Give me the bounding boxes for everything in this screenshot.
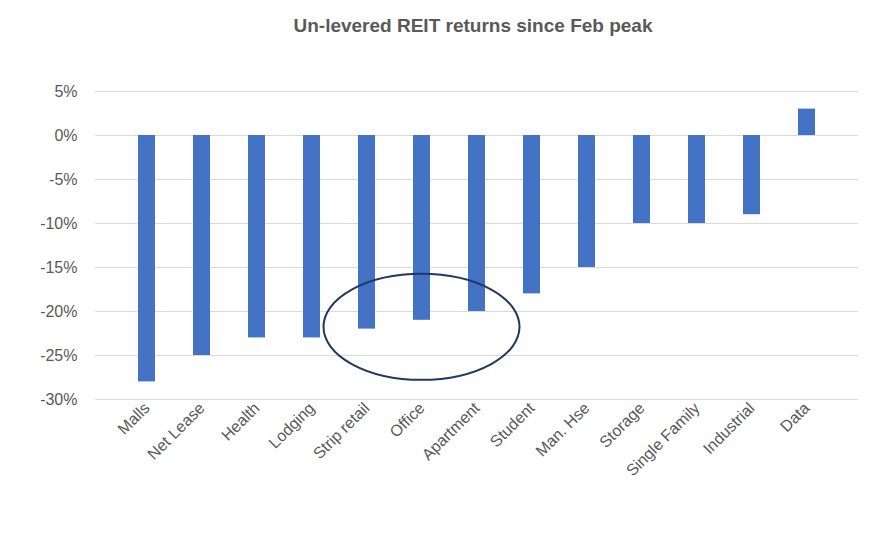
svg-text:-20%: -20% [40, 303, 77, 320]
svg-text:Student: Student [487, 399, 538, 450]
svg-text:Data: Data [777, 399, 813, 435]
svg-text:Man. Hse: Man. Hse [532, 399, 593, 460]
svg-text:5%: 5% [54, 83, 77, 100]
svg-text:-30%: -30% [40, 391, 77, 408]
svg-text:Industrial: Industrial [700, 399, 758, 457]
svg-text:Lodging: Lodging [265, 399, 317, 451]
svg-text:Health: Health [218, 399, 263, 444]
svg-text:-10%: -10% [40, 215, 77, 232]
svg-text:Malls: Malls [114, 399, 152, 437]
svg-text:Net Lease: Net Lease [144, 399, 208, 463]
svg-text:Strip retail: Strip retail [310, 399, 373, 462]
svg-text:Single Family: Single Family [623, 399, 703, 479]
svg-text:Apartment: Apartment [419, 399, 484, 464]
svg-text:-25%: -25% [40, 347, 77, 364]
svg-text:-5%: -5% [49, 171, 77, 188]
svg-text:Storage: Storage [596, 399, 648, 451]
svg-text:Office: Office [386, 399, 427, 440]
svg-text:0%: 0% [54, 127, 77, 144]
html-text:Un-levered REIT returns since: Un-levered REIT returns since Feb peak [293, 15, 653, 36]
svg-text:-15%: -15% [40, 259, 77, 276]
